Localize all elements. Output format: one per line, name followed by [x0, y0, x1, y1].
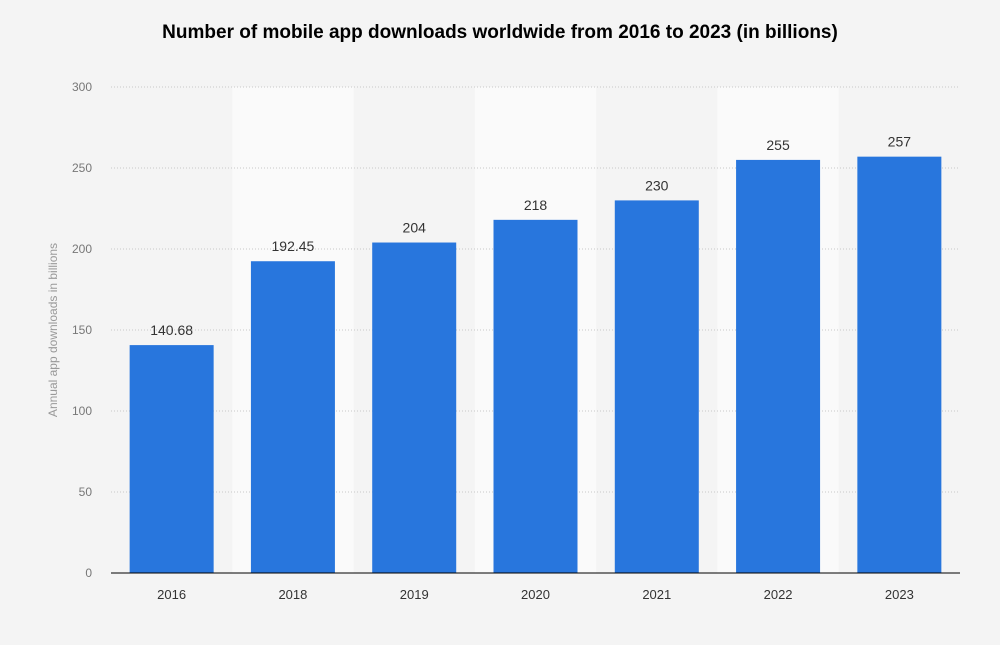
y-tick-label: 150 — [72, 323, 92, 337]
chart-title: Number of mobile app downloads worldwide… — [162, 22, 838, 43]
y-tick-label: 50 — [79, 485, 93, 499]
data-label: 204 — [403, 220, 427, 236]
data-label: 192.45 — [272, 238, 315, 254]
x-tick-label: 2020 — [521, 587, 550, 602]
y-tick-label: 100 — [72, 404, 92, 418]
bar-2016 — [129, 345, 214, 573]
bar-2021 — [614, 200, 699, 573]
data-label: 255 — [766, 137, 790, 153]
y-tick-label: 250 — [72, 161, 92, 175]
x-tick-label: 2021 — [642, 587, 671, 602]
y-tick-label: 200 — [72, 242, 92, 256]
bar-2023 — [857, 156, 942, 573]
x-tick-label: 2018 — [278, 587, 307, 602]
x-tick-label: 2016 — [157, 587, 186, 602]
y-tick-label: 300 — [72, 80, 92, 94]
x-tick-label: 2023 — [885, 587, 914, 602]
bar-2019 — [372, 242, 457, 573]
bar-2018 — [250, 261, 335, 573]
x-tick-label: 2019 — [400, 587, 429, 602]
data-label: 230 — [645, 177, 669, 193]
y-tick-label: 0 — [85, 566, 92, 580]
bar-2020 — [493, 219, 578, 573]
data-label: 218 — [524, 197, 548, 213]
data-label: 140.68 — [150, 322, 193, 338]
data-label: 257 — [888, 134, 912, 150]
x-tick-label: 2022 — [764, 587, 793, 602]
bar-2022 — [736, 159, 821, 573]
